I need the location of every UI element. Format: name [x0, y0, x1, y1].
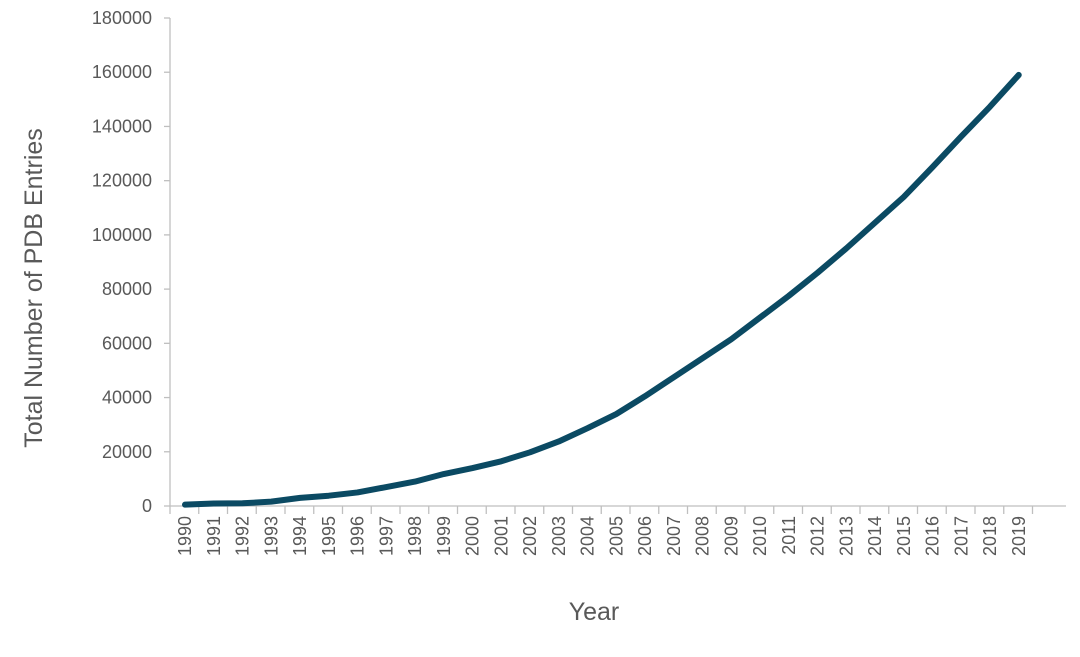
x-tick-label: 1999 [434, 516, 454, 556]
x-tick-label: 2005 [606, 516, 626, 556]
x-tick-label: 2002 [520, 516, 540, 556]
x-tick-label: 2018 [980, 516, 1000, 556]
axes [169, 18, 1066, 507]
x-tick-label: 2010 [750, 516, 770, 556]
x-tick-label: 1994 [290, 516, 310, 556]
series-group [182, 71, 1022, 508]
x-tick-label: 2004 [578, 516, 598, 556]
x-tick-label: 1992 [233, 516, 253, 556]
x-tick-label: 1995 [319, 516, 339, 556]
x-tick-label: 2019 [1009, 516, 1029, 556]
x-tick-label: 2012 [808, 516, 828, 556]
x-axis-title: Year [569, 598, 620, 626]
y-tick-label: 120000 [92, 171, 152, 191]
y-tick-label: 100000 [92, 225, 152, 245]
x-tick-label: 2014 [865, 516, 885, 556]
x-tick-label: 1998 [405, 516, 425, 556]
x-tick-label: 2006 [635, 516, 655, 556]
y-tick-label: 0 [142, 496, 152, 516]
x-tick-label: 2001 [491, 516, 511, 556]
series-line [182, 71, 1022, 508]
x-tick-label: 2015 [894, 516, 914, 556]
x-tick-label: 1991 [204, 516, 224, 556]
x-tick-label: 2011 [779, 516, 799, 555]
y-tick-label: 40000 [102, 388, 152, 408]
x-tick-label: 1997 [376, 516, 396, 556]
y-tick-label: 60000 [102, 333, 152, 353]
y-tick-label: 180000 [92, 8, 152, 28]
x-axis-ticks: 1990 1991 1992 1993 1994 1995 1996 1997 1998 1999… [169, 506, 1034, 556]
y-tick-label: 160000 [92, 62, 152, 82]
y-tick-label: 80000 [102, 279, 152, 299]
x-tick-label: 2000 [463, 516, 483, 556]
y-tick-label: 140000 [92, 116, 152, 136]
x-tick-label: 2013 [836, 516, 856, 556]
x-tick-label: 2003 [549, 516, 569, 556]
x-tick-label: 2016 [923, 516, 943, 556]
x-tick-label: 2017 [951, 516, 971, 556]
x-tick-label: 1993 [261, 516, 281, 556]
y-axis-title: Total Number of PDB Entries [20, 128, 48, 448]
x-tick-label: 2009 [721, 516, 741, 556]
x-tick-label: 2008 [693, 516, 713, 556]
y-axis-ticks: 0 20000 40000 60000 80000 100000 120000 140000 1… [92, 8, 170, 516]
y-tick-label: 20000 [102, 442, 152, 462]
x-tick-label: 1996 [348, 516, 368, 556]
x-tick-label: 2007 [664, 516, 684, 556]
x-tick-label: 1990 [175, 516, 195, 556]
